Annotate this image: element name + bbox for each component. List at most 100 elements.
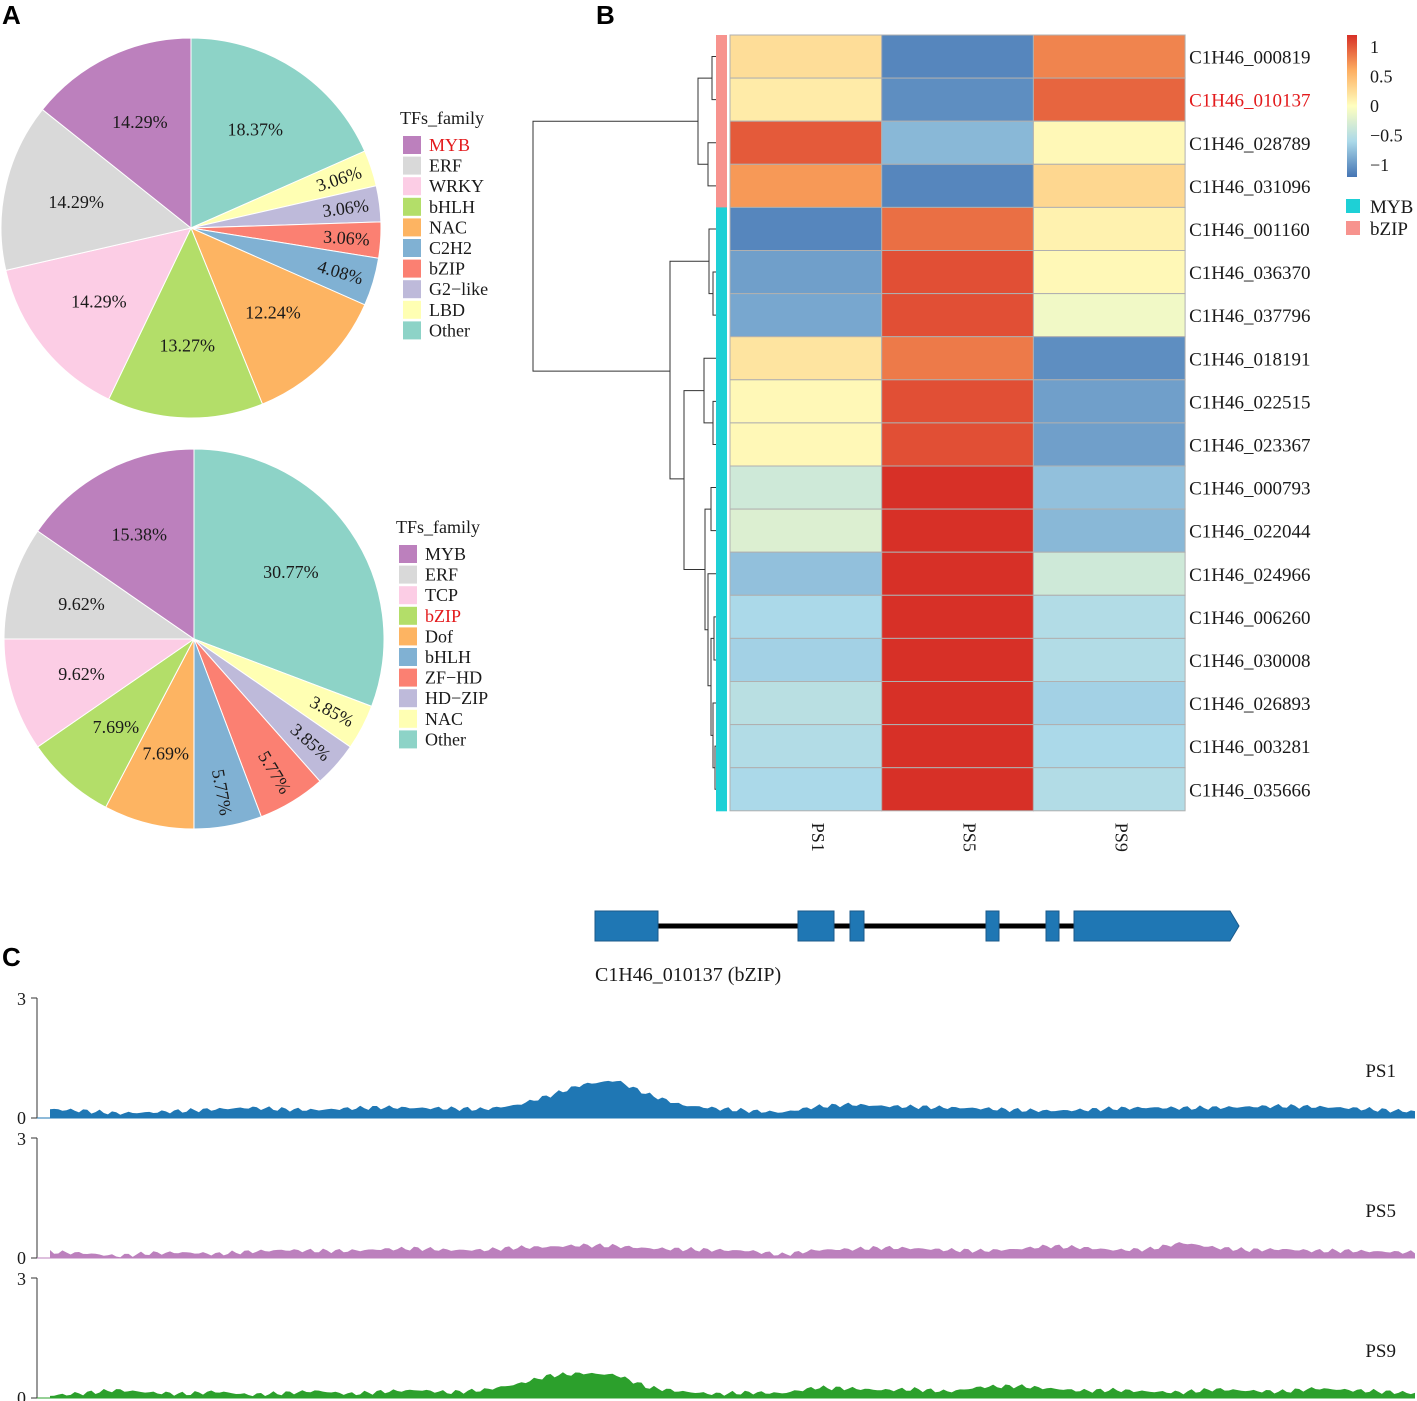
legend-label-bhlh: bHLH — [429, 197, 475, 217]
pie-label-nac: 12.24% — [245, 303, 301, 323]
track-y-tick-label: 3 — [17, 1129, 26, 1149]
heatmap-cell-ps1 — [729, 594, 883, 639]
gene-model-label: C1H46_010137 (bZIP) — [595, 964, 781, 986]
track-label-ps1: PS1 — [1365, 1061, 1396, 1082]
dendrogram-branch — [683, 390, 705, 570]
family-annotation-cell — [716, 466, 727, 510]
track-label-ps5: PS5 — [1365, 1201, 1396, 1222]
column-label-ps9: PS9 — [1111, 823, 1131, 852]
legend-label-other: Other — [425, 729, 466, 749]
coverage-area-ps5 — [50, 1242, 1415, 1258]
heatmap-cell-ps5 — [881, 422, 1034, 467]
pie-label-erf: 9.62% — [58, 594, 105, 614]
heatmap-cell-ps5 — [881, 77, 1034, 122]
family-annotation-cell — [716, 121, 727, 165]
exon — [594, 910, 659, 942]
legend-swatch-bhlh — [403, 197, 421, 216]
heatmap-cell-ps9 — [1032, 551, 1186, 596]
row-label: C1H46_031096 — [1189, 177, 1310, 198]
exon — [797, 910, 835, 942]
pie-label-bzip: 7.69% — [93, 717, 140, 737]
pie-label-bhlh: 13.27% — [160, 336, 216, 356]
dendrogram-branch — [710, 637, 714, 736]
legend-swatch-myb — [399, 545, 417, 563]
exon — [849, 910, 865, 942]
track-y-tick-label: 0 — [17, 1388, 26, 1401]
heatmap-cell-ps5 — [881, 206, 1034, 251]
track-y-tick-label: 3 — [17, 989, 26, 1009]
legend-title: TFs_family — [400, 108, 484, 128]
legend-label-bhlh: bHLH — [425, 647, 471, 667]
family-annotation-cell — [716, 509, 727, 553]
dendrogram-branch — [712, 400, 716, 445]
heatmap-cell-ps5 — [881, 34, 1034, 79]
legend-label-bzip: bZIP — [425, 606, 461, 626]
legend-swatch-c2h2 — [403, 239, 421, 257]
heatmap: C1H46_000819 C1H46_010137 C1H46_028789 C1H4… — [716, 34, 1311, 852]
legend-swatch-nac — [399, 709, 417, 728]
heatmap-cell-ps9 — [1032, 422, 1186, 467]
coverage-area-ps1 — [50, 1080, 1415, 1118]
row-label: C1H46_000793 — [1189, 479, 1310, 500]
family-annotation-cell — [716, 422, 727, 467]
legend-swatch-g2-like — [403, 280, 421, 299]
track-y-tick-label: 0 — [17, 1108, 26, 1128]
exon — [985, 910, 1000, 942]
scale-tick-label: 1 — [1370, 37, 1379, 57]
row-label: C1H46_001160 — [1189, 220, 1310, 241]
family-annotation-cell — [716, 595, 727, 639]
dendrogram-branch — [712, 271, 716, 316]
legend-swatch-erf — [403, 156, 421, 175]
row-label: C1H46_022044 — [1189, 522, 1311, 543]
dendrogram-branch — [707, 142, 716, 187]
scale-tick-label: 0.5 — [1370, 66, 1393, 86]
heatmap-cell-ps1 — [729, 163, 883, 208]
dendrogram-branch — [532, 120, 698, 372]
heatmap-cell-ps1 — [729, 422, 883, 467]
pie-slice-wrky — [5, 227, 192, 400]
heatmap-cell-ps1 — [729, 77, 883, 122]
legend-swatch-zf-hd — [399, 668, 417, 687]
column-label-ps5: PS5 — [960, 823, 980, 852]
heatmap-cell-ps1 — [729, 206, 883, 251]
pie-label-bzip: 3.06% — [323, 227, 371, 250]
annotation-swatch-myb — [1346, 199, 1360, 213]
heatmap-cell-ps1 — [729, 293, 883, 338]
legend-swatch-hd-zip — [399, 689, 417, 708]
heatmap-cell-ps9 — [1032, 163, 1186, 208]
family-annotation-cell — [716, 724, 727, 769]
exon-3prime-arrow — [1073, 910, 1240, 942]
heatmap-cell-ps1 — [729, 379, 883, 424]
legend-label-tcp: TCP — [425, 585, 458, 605]
legend-label-other: Other — [429, 320, 470, 340]
pie-slice-tcp — [3, 638, 196, 748]
pie-label-myb: 15.38% — [112, 525, 168, 545]
heatmap-cell-ps5 — [881, 767, 1034, 812]
legend-label-lbd: LBD — [429, 300, 465, 320]
annotation-label-bzip: bZIP — [1370, 219, 1408, 240]
heatmap-cell-ps5 — [881, 336, 1034, 381]
heatmap-cell-ps5 — [881, 551, 1034, 596]
scale-tick-label: −0.5 — [1370, 126, 1403, 146]
row-label: C1H46_026893 — [1189, 694, 1310, 715]
heatmap-cell-ps1 — [729, 724, 883, 769]
heatmap-cell-ps5 — [881, 120, 1034, 165]
heatmap-cell-ps5 — [881, 163, 1034, 208]
heatmap-cell-ps5 — [881, 379, 1034, 424]
heatmap-cell-ps9 — [1032, 206, 1186, 251]
heatmap-cell-ps9 — [1032, 77, 1186, 122]
legend-swatch-other — [403, 321, 421, 340]
dendrogram-branch — [713, 616, 716, 661]
pie-chart-a1: 18.37%3.06%3.06%3.06%4.08%12.24%13.27%14… — [0, 37, 382, 419]
row-label: C1H46_024966 — [1189, 565, 1310, 586]
family-annotation-cell — [716, 293, 727, 338]
family-annotation-cell — [716, 552, 727, 596]
heatmap-cell-ps9 — [1032, 767, 1186, 812]
family-annotation-cell — [716, 767, 727, 812]
heatmap-cell-ps9 — [1032, 120, 1186, 165]
legend-label-g2-like: G2−like — [429, 279, 488, 299]
legend-label-hd-zip: HD−ZIP — [425, 688, 488, 708]
scale-tick-label: −1 — [1370, 155, 1389, 175]
panel-label-a: A — [2, 0, 21, 30]
